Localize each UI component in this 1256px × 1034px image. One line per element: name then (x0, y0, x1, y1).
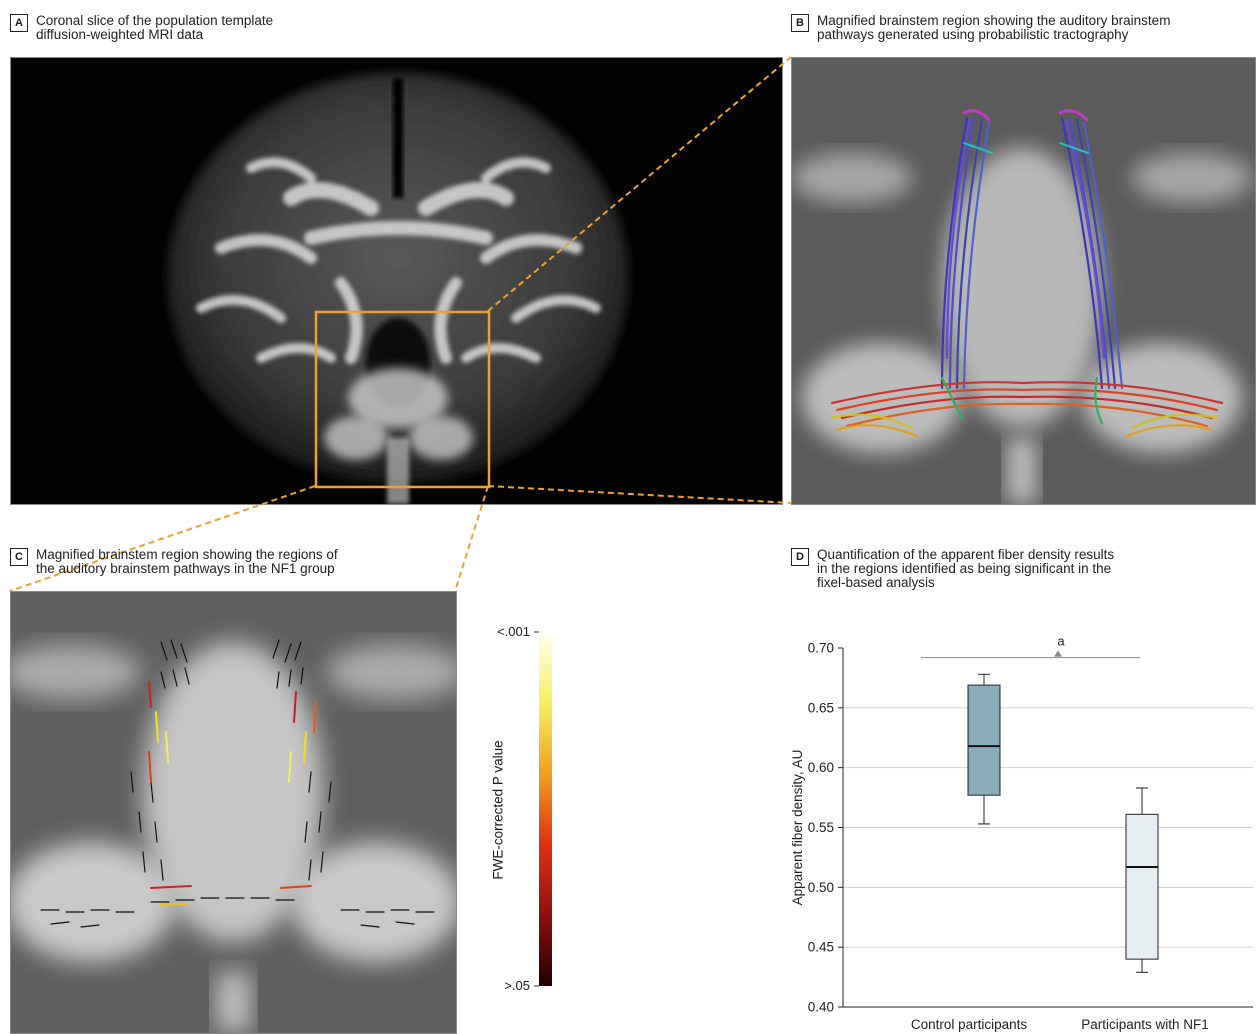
panel-b-title: Magnified brainstem region showing the a… (817, 14, 1170, 42)
y-tick-label: 0.55 (808, 820, 834, 835)
colorbar-top-tick: <.001 (497, 624, 530, 639)
panel-c-header: C Magnified brainstem region showing the… (10, 548, 338, 576)
panel-b-title-line-1: Magnified brainstem region showing the a… (817, 13, 1171, 28)
tractography-render (792, 58, 1255, 504)
colorbar-svg (534, 631, 552, 987)
y-axis-label: Apparent fiber density, AU (790, 750, 805, 906)
panel-a-letter: A (10, 14, 28, 32)
box-group-1 (1125, 787, 1159, 973)
panel-b-header: B Magnified brainstem region showing the… (791, 14, 1170, 42)
panel-a-mri-image (10, 57, 783, 505)
panel-d-title-line-1: Quantification of the apparent fiber den… (817, 547, 1115, 562)
y-tick-label: 0.65 (808, 700, 834, 715)
panel-c-fixel-image (10, 591, 457, 1034)
colorbar-gradient (539, 632, 552, 986)
panel-d-header: D Quantification of the apparent fiber d… (791, 548, 1114, 590)
panel-d-letter: D (791, 548, 809, 566)
panel-b-title-line-2: pathways generated using probabilistic t… (817, 27, 1129, 42)
box-group-0 (967, 673, 1001, 825)
panel-d-title: Quantification of the apparent fiber den… (817, 548, 1114, 590)
y-tick-label: 0.70 (808, 641, 834, 656)
fixel-map (11, 592, 456, 1033)
panel-c-title-line-2: the auditory brainstem pathways in the N… (36, 561, 335, 576)
y-tick-label: 0.45 (808, 940, 834, 955)
significance-marker (1054, 650, 1062, 657)
afd-boxplot: 0.70 0.65 0.60 0.55 0.50 0.45 0.40 a Apparent … (790, 634, 1253, 1032)
panel-c-title: Magnified brainstem region showing the r… (36, 548, 338, 576)
colorbar-bottom-tick: >.05 (504, 978, 530, 993)
panel-a-title: Coronal slice of the population template… (36, 14, 273, 42)
box-iqr (967, 684, 1001, 796)
y-tick-label: 0.40 (808, 1000, 834, 1015)
zoom-region-box (314, 310, 491, 489)
y-tick-label: 0.60 (808, 760, 834, 775)
y-tick-label: 0.50 (808, 880, 834, 895)
panel-b-letter: B (791, 14, 809, 32)
panel-d-title-line-3: fixel-based analysis (817, 575, 935, 590)
panel-b-tractography-image (791, 57, 1256, 505)
coronal-brain-slice (11, 58, 782, 504)
panel-a-title-line-2: diffusion-weighted MRI data (36, 27, 204, 42)
panel-a-header: A Coronal slice of the population templa… (10, 14, 273, 42)
x-category-label: Participants with NF1 (1081, 1017, 1209, 1032)
panel-c-title-line-1: Magnified brainstem region showing the r… (36, 547, 338, 562)
panel-c-letter: C (10, 548, 28, 566)
panel-a-title-line-1: Coronal slice of the population template (36, 13, 274, 28)
panel-d-title-line-2: in the regions identified as being signi… (817, 561, 1112, 576)
x-category-label: Control participants (911, 1017, 1028, 1032)
significance-label: a (1057, 634, 1065, 649)
pvalue-colorbar: <.001 >.05 FWE-corrected P value (478, 620, 558, 995)
colorbar-label: FWE-corrected P value (490, 740, 506, 880)
box-iqr (1125, 813, 1159, 960)
